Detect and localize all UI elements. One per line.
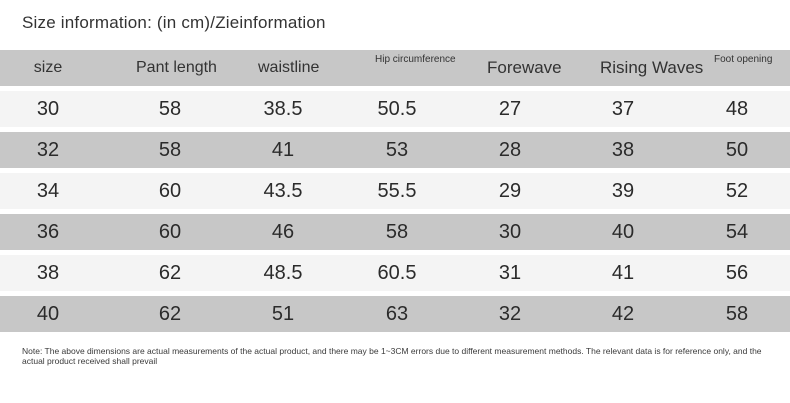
cell-rising-waves: 39 (611, 179, 635, 202)
table-row: 40 62 51 63 32 42 58 (0, 296, 790, 332)
cell-size: 38 (36, 261, 60, 284)
cell-rising-waves: 40 (611, 220, 635, 243)
cell-forewave: 30 (498, 220, 522, 243)
table-row: 34 60 43.5 55.5 29 39 52 (0, 173, 790, 209)
cell-size: 30 (36, 97, 60, 120)
cell-foot-opening: 52 (725, 179, 749, 202)
cell-forewave: 29 (498, 179, 522, 202)
header-forewave: Forewave (487, 58, 562, 77)
cell-foot-opening: 54 (725, 220, 749, 243)
cell-size: 34 (36, 179, 60, 202)
header-waistline: waistline (258, 59, 320, 76)
cell-rising-waves: 37 (611, 97, 635, 120)
cell-foot-opening: 48 (725, 97, 749, 120)
cell-pant-length: 62 (158, 302, 182, 325)
cell-size: 36 (36, 220, 60, 243)
cell-foot-opening: 56 (725, 261, 749, 284)
header-size: size (33, 59, 63, 76)
cell-hip-circumference: 55.5 (377, 179, 417, 202)
cell-rising-waves: 38 (611, 138, 635, 161)
size-table: size Pant length waistline Hip circumfer… (0, 50, 790, 337)
cell-hip-circumference: 58 (385, 220, 409, 243)
measurement-note: Note: The above dimensions are actual me… (22, 346, 762, 366)
header-rising-waves: Rising Waves (600, 58, 704, 77)
cell-foot-opening: 58 (725, 302, 749, 325)
cell-foot-opening: 50 (725, 138, 749, 161)
cell-forewave: 31 (498, 261, 522, 284)
cell-hip-circumference: 50.5 (377, 97, 417, 120)
cell-waistline: 41 (271, 138, 295, 161)
cell-waistline: 43.5 (263, 179, 303, 202)
table-row: 36 60 46 58 30 40 54 (0, 214, 790, 250)
size-info-title: Size information: (in cm)/Zieinformation (22, 13, 326, 32)
cell-hip-circumference: 60.5 (377, 261, 417, 284)
cell-pant-length: 58 (158, 138, 182, 161)
cell-pant-length: 60 (158, 220, 182, 243)
cell-hip-circumference: 63 (385, 302, 409, 325)
cell-pant-length: 60 (158, 179, 182, 202)
header-foot-opening: Foot opening (714, 54, 773, 65)
cell-forewave: 28 (498, 138, 522, 161)
table-row: 30 58 38.5 50.5 27 37 48 (0, 91, 790, 127)
header-pant-length: Pant length (136, 59, 217, 76)
cell-pant-length: 62 (158, 261, 182, 284)
cell-waistline: 46 (271, 220, 295, 243)
cell-rising-waves: 41 (611, 261, 635, 284)
table-row: 32 58 41 53 28 38 50 (0, 132, 790, 168)
cell-hip-circumference: 53 (385, 138, 409, 161)
table-row: 38 62 48.5 60.5 31 41 56 (0, 255, 790, 291)
cell-waistline: 38.5 (263, 97, 303, 120)
cell-rising-waves: 42 (611, 302, 635, 325)
cell-forewave: 32 (498, 302, 522, 325)
cell-pant-length: 58 (158, 97, 182, 120)
cell-waistline: 48.5 (263, 261, 303, 284)
cell-forewave: 27 (498, 97, 522, 120)
header-hip-circumference: Hip circumference (375, 54, 456, 65)
cell-waistline: 51 (271, 302, 295, 325)
cell-size: 40 (36, 302, 60, 325)
table-header-row: size Pant length waistline Hip circumfer… (0, 50, 790, 86)
cell-size: 32 (36, 138, 60, 161)
